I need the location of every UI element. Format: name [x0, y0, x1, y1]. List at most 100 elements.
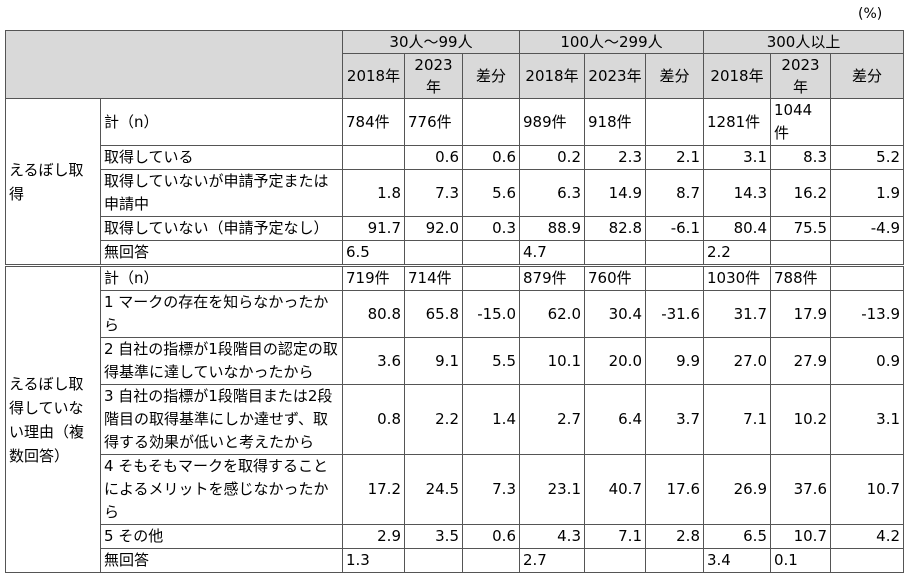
value-cell: 3.1	[829, 384, 905, 455]
value-cell: 784件	[342, 98, 405, 146]
section-label: えるぼし取得していない理由（複数回答）	[5, 264, 101, 573]
value-cell: 7.3	[462, 454, 520, 525]
value-cell: -13.9	[829, 290, 905, 338]
value-cell: 1044件	[770, 98, 831, 146]
value-cell: 14.9	[584, 169, 646, 217]
value-cell: -15.0	[462, 290, 520, 338]
value-cell: 7.1	[703, 384, 771, 455]
value-cell: 6.5	[703, 524, 771, 549]
value-cell: 0.3	[462, 216, 520, 241]
value-cell: 9.9	[645, 337, 704, 385]
value-cell: 2.7	[519, 384, 585, 455]
row-label: 無回答	[100, 240, 343, 266]
group-header: 30人～99人	[342, 30, 520, 54]
value-cell	[829, 98, 905, 146]
value-cell: 10.2	[770, 384, 831, 455]
column-header: 2018年	[703, 53, 771, 99]
group-header: 100人～299人	[519, 30, 704, 54]
value-cell: 7.1	[584, 524, 646, 549]
row-label: 計（n）	[100, 98, 343, 146]
value-cell	[462, 240, 520, 266]
value-cell	[645, 98, 704, 146]
value-cell: 2.2	[703, 240, 771, 266]
value-cell: 17.2	[342, 454, 405, 525]
value-cell: 776件	[404, 98, 463, 146]
value-cell: 719件	[342, 264, 405, 291]
row-label: 取得していないが申請予定または申請中	[100, 169, 343, 217]
value-cell: 10.7	[770, 524, 831, 549]
column-header: 2018年	[519, 53, 585, 99]
value-cell: 9.1	[404, 337, 463, 385]
value-cell: 3.7	[645, 384, 704, 455]
value-cell: 714件	[404, 264, 463, 291]
value-cell	[770, 240, 831, 266]
table-row: 無回答 1.3 2.7 3.4 0.1	[6, 548, 905, 573]
value-cell: 2.2	[404, 384, 463, 455]
value-cell: 17.9	[770, 290, 831, 338]
value-cell: -31.6	[645, 290, 704, 338]
table-row: 3 自社の指標が1段階目または2段階目の取得基準にしか達せず、取得する効果が低い…	[6, 384, 905, 455]
value-cell: 2.1	[645, 145, 704, 170]
value-cell	[584, 240, 646, 266]
table-row: 1 マークの存在を知らなかったから 80.8 65.8 -15.0 62.0 30.4 -3…	[6, 290, 905, 338]
value-cell: -6.1	[645, 216, 704, 241]
value-cell: 3.5	[404, 524, 463, 549]
value-cell: 6.4	[584, 384, 646, 455]
header-corner	[5, 30, 343, 99]
column-header: 2023年	[584, 53, 646, 99]
table-row: 4 そもそもマークを取得することによるメリットを感じなかったから 17.2 24.5…	[6, 454, 905, 525]
header-row: 2018年 2023年 差分 2018年 2023年 差分 2018年 2023年 差分	[6, 53, 905, 99]
value-cell	[404, 240, 463, 266]
value-cell: 14.3	[703, 169, 771, 217]
value-cell: 80.8	[342, 290, 405, 338]
value-cell: -4.9	[829, 216, 905, 241]
row-label: 4 そもそもマークを取得することによるメリットを感じなかったから	[100, 454, 343, 525]
row-label: 計（n）	[100, 264, 343, 291]
value-cell: 4.7	[519, 240, 585, 266]
table-row: 5 その他 2.9 3.5 0.6 4.3 7.1 2.8 6.5 10.7 4.2	[6, 524, 905, 549]
value-cell: 1.8	[342, 169, 405, 217]
value-cell: 17.6	[645, 454, 704, 525]
value-cell	[829, 264, 905, 291]
value-cell: 4.3	[519, 524, 585, 549]
value-cell: 3.1	[703, 145, 771, 170]
value-cell: 3.4	[703, 548, 771, 573]
value-cell: 5.2	[829, 145, 905, 170]
value-cell: 788件	[770, 264, 831, 291]
value-cell: 20.0	[584, 337, 646, 385]
value-cell: 10.7	[829, 454, 905, 525]
page: (%) 30人～99人 100人～299人 300人以上 2018年 2023年 差分 2…	[5, 6, 905, 573]
value-cell	[462, 548, 520, 573]
value-cell: 1030件	[703, 264, 771, 291]
table-head: 30人～99人 100人～299人 300人以上 2018年 2023年 差分 2018年…	[5, 30, 905, 99]
value-cell	[645, 548, 704, 573]
value-cell	[645, 264, 704, 291]
row-label: 1 マークの存在を知らなかったから	[100, 290, 343, 338]
value-cell: 10.1	[519, 337, 585, 385]
value-cell: 88.9	[519, 216, 585, 241]
value-cell	[462, 264, 520, 291]
group-header: 300人以上	[702, 30, 905, 54]
value-cell: 8.7	[645, 169, 704, 217]
value-cell: 92.0	[404, 216, 463, 241]
value-cell: 760件	[584, 264, 646, 291]
value-cell: 1.4	[462, 384, 520, 455]
value-cell: 2.9	[342, 524, 405, 549]
value-cell: 75.5	[770, 216, 831, 241]
table-row: 取得している 0.6 0.6 0.2 2.3 2.1 3.1 8.3 5.2	[6, 145, 905, 170]
value-cell: 0.2	[519, 145, 585, 170]
value-cell: 3.6	[342, 337, 405, 385]
value-cell: 37.6	[770, 454, 831, 525]
column-header: 2023年	[404, 53, 463, 99]
value-cell: 27.9	[770, 337, 831, 385]
value-cell: 5.6	[462, 169, 520, 217]
value-cell	[462, 98, 520, 146]
value-cell: 0.6	[462, 524, 520, 549]
value-cell: 2.8	[645, 524, 704, 549]
value-cell: 0.6	[462, 145, 520, 170]
column-header: 差分	[645, 53, 704, 99]
data-table: 30人～99人 100人～299人 300人以上 2018年 2023年 差分 2018年…	[5, 30, 905, 573]
value-cell: 62.0	[519, 290, 585, 338]
value-cell: 0.8	[342, 384, 405, 455]
table-row: 取得していない（申請予定なし） 91.7 92.0 0.3 88.9 82.8 -6.1 80…	[6, 216, 905, 241]
